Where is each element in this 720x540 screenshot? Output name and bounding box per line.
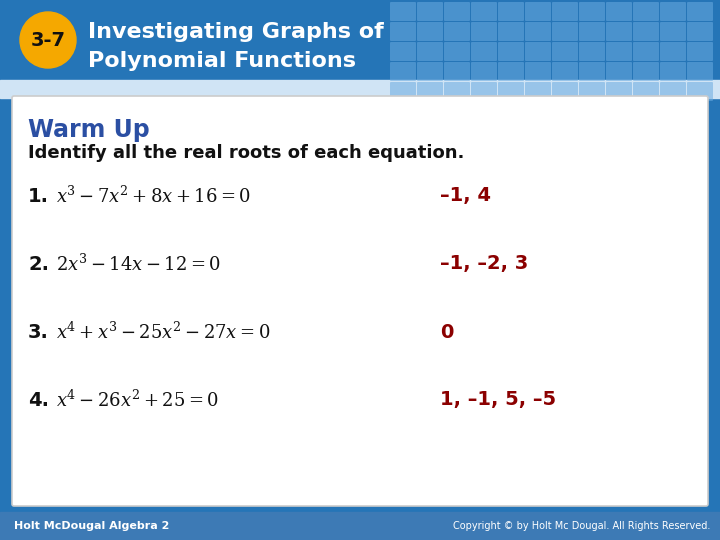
FancyBboxPatch shape <box>687 22 713 41</box>
FancyBboxPatch shape <box>606 82 632 101</box>
FancyBboxPatch shape <box>444 62 470 81</box>
FancyBboxPatch shape <box>444 82 470 101</box>
FancyBboxPatch shape <box>579 82 605 101</box>
Text: $x^4 - 26x^2 + 25 = 0$: $x^4 - 26x^2 + 25 = 0$ <box>56 389 219 410</box>
Text: Investigating Graphs of: Investigating Graphs of <box>88 22 384 42</box>
Circle shape <box>20 12 76 68</box>
FancyBboxPatch shape <box>417 22 443 41</box>
FancyBboxPatch shape <box>525 42 551 61</box>
FancyBboxPatch shape <box>417 62 443 81</box>
Text: $x^4 + x^3 - 25x^2 - 27x = 0$: $x^4 + x^3 - 25x^2 - 27x = 0$ <box>56 321 270 342</box>
FancyBboxPatch shape <box>660 22 686 41</box>
FancyBboxPatch shape <box>498 82 524 101</box>
FancyBboxPatch shape <box>471 42 497 61</box>
FancyBboxPatch shape <box>498 22 524 41</box>
FancyBboxPatch shape <box>660 82 686 101</box>
FancyBboxPatch shape <box>525 82 551 101</box>
Text: 2.: 2. <box>28 254 49 273</box>
FancyBboxPatch shape <box>579 42 605 61</box>
Text: Identify all the real roots of each equation.: Identify all the real roots of each equa… <box>28 144 464 162</box>
FancyBboxPatch shape <box>417 42 443 61</box>
Bar <box>0 0 720 80</box>
FancyBboxPatch shape <box>660 62 686 81</box>
Bar <box>0 80 720 98</box>
FancyBboxPatch shape <box>660 2 686 21</box>
FancyBboxPatch shape <box>525 2 551 21</box>
FancyBboxPatch shape <box>633 62 659 81</box>
FancyBboxPatch shape <box>471 2 497 21</box>
Text: 4.: 4. <box>28 390 49 409</box>
FancyBboxPatch shape <box>606 22 632 41</box>
FancyBboxPatch shape <box>579 22 605 41</box>
Text: Polynomial Functions: Polynomial Functions <box>88 51 356 71</box>
Bar <box>0 512 720 540</box>
Text: 3-7: 3-7 <box>30 30 66 50</box>
FancyBboxPatch shape <box>687 2 713 21</box>
FancyBboxPatch shape <box>525 22 551 41</box>
FancyBboxPatch shape <box>579 62 605 81</box>
Text: 1.: 1. <box>28 186 49 206</box>
Text: Warm Up: Warm Up <box>28 118 150 142</box>
Text: Holt McDougal Algebra 2: Holt McDougal Algebra 2 <box>14 521 169 531</box>
FancyBboxPatch shape <box>687 42 713 61</box>
Text: $x^3 - 7x^2 + 8x + 16 = 0$: $x^3 - 7x^2 + 8x + 16 = 0$ <box>56 185 251 207</box>
FancyBboxPatch shape <box>606 42 632 61</box>
FancyBboxPatch shape <box>633 2 659 21</box>
FancyBboxPatch shape <box>390 2 416 21</box>
FancyBboxPatch shape <box>633 42 659 61</box>
FancyBboxPatch shape <box>633 82 659 101</box>
FancyBboxPatch shape <box>390 42 416 61</box>
FancyBboxPatch shape <box>687 62 713 81</box>
FancyBboxPatch shape <box>552 2 578 21</box>
Text: –1, 4: –1, 4 <box>440 186 491 206</box>
Text: 1, –1, 5, –5: 1, –1, 5, –5 <box>440 390 556 409</box>
Text: 3.: 3. <box>28 322 49 341</box>
FancyBboxPatch shape <box>579 2 605 21</box>
FancyBboxPatch shape <box>471 62 497 81</box>
FancyBboxPatch shape <box>498 42 524 61</box>
FancyBboxPatch shape <box>633 22 659 41</box>
Text: 0: 0 <box>440 322 454 341</box>
FancyBboxPatch shape <box>606 62 632 81</box>
FancyBboxPatch shape <box>390 82 416 101</box>
FancyBboxPatch shape <box>687 82 713 101</box>
FancyBboxPatch shape <box>471 22 497 41</box>
FancyBboxPatch shape <box>525 62 551 81</box>
FancyBboxPatch shape <box>606 2 632 21</box>
FancyBboxPatch shape <box>444 42 470 61</box>
FancyBboxPatch shape <box>498 2 524 21</box>
FancyBboxPatch shape <box>498 62 524 81</box>
FancyBboxPatch shape <box>417 2 443 21</box>
FancyBboxPatch shape <box>471 82 497 101</box>
FancyBboxPatch shape <box>552 42 578 61</box>
FancyBboxPatch shape <box>444 22 470 41</box>
FancyBboxPatch shape <box>660 42 686 61</box>
FancyBboxPatch shape <box>417 82 443 101</box>
Text: –1, –2, 3: –1, –2, 3 <box>440 254 528 273</box>
FancyBboxPatch shape <box>444 2 470 21</box>
FancyBboxPatch shape <box>552 62 578 81</box>
Text: Copyright © by Holt Mc Dougal. All Rights Reserved.: Copyright © by Holt Mc Dougal. All Right… <box>453 521 710 531</box>
FancyBboxPatch shape <box>552 22 578 41</box>
FancyBboxPatch shape <box>12 96 708 506</box>
Text: $2x^3 - 14x - 12 = 0$: $2x^3 - 14x - 12 = 0$ <box>56 253 221 275</box>
FancyBboxPatch shape <box>552 82 578 101</box>
FancyBboxPatch shape <box>390 22 416 41</box>
FancyBboxPatch shape <box>390 62 416 81</box>
